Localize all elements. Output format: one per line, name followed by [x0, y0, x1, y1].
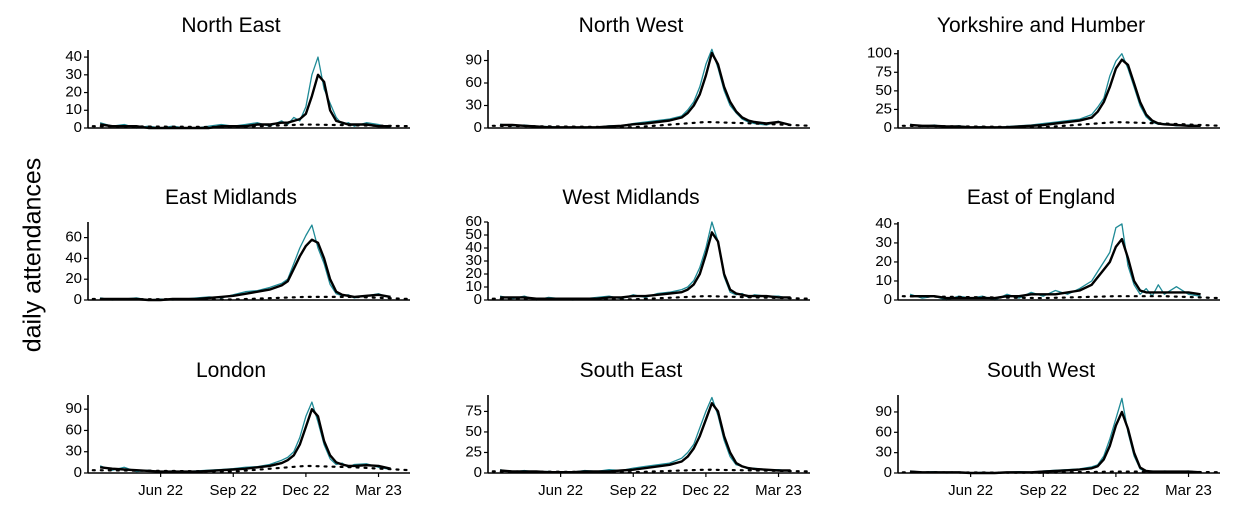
y-tick-label: 0 — [74, 464, 82, 481]
y-tick-label: 30 — [875, 444, 892, 461]
series-line — [499, 396, 791, 474]
panel-title: Yorkshire and Humber — [937, 14, 1145, 37]
series-line — [500, 231, 791, 300]
y-tick-label: 30 — [875, 234, 892, 251]
y-tick-label: 40 — [65, 48, 82, 65]
series-line — [500, 402, 791, 474]
series-line — [499, 221, 791, 301]
y-tick-label: 40 — [465, 239, 482, 256]
series-line — [91, 464, 412, 473]
series-line — [100, 238, 391, 302]
series-line — [901, 295, 1222, 300]
y-tick-label: 0 — [474, 119, 482, 136]
series-line — [491, 468, 812, 474]
x-tick-label: Dec 22 — [282, 482, 330, 499]
series-line — [901, 121, 1222, 129]
y-tick-label: 0 — [74, 291, 82, 308]
x-tick-label: Sep 22 — [609, 482, 657, 499]
x-tick-label: Dec 22 — [682, 482, 730, 499]
series-line — [99, 408, 391, 473]
y-tick-label: 0 — [474, 291, 482, 308]
y-tick-label: 75 — [875, 63, 892, 80]
y-tick-label: 0 — [474, 464, 482, 481]
series-line — [500, 48, 791, 129]
panel-title: East Midlands — [165, 186, 297, 209]
y-tick-label: 100 — [867, 45, 892, 62]
x-tick-label: Mar 23 — [355, 482, 402, 499]
y-tick-label: 60 — [465, 213, 482, 230]
y-axis-label: daily attendances — [19, 158, 47, 353]
y-tick-label: 90 — [875, 403, 892, 420]
x-tick-label: Sep 22 — [209, 482, 257, 499]
y-tick-label: 50 — [465, 423, 482, 440]
x-tick-label: Jun 22 — [948, 482, 993, 499]
series-line — [99, 224, 391, 301]
x-tick-label: Jun 22 — [138, 482, 183, 499]
panel-title: East of England — [967, 186, 1115, 209]
series-line — [910, 410, 1201, 475]
x-tick-label: Dec 22 — [1092, 482, 1140, 499]
y-tick-label: 20 — [875, 253, 892, 270]
panel-title: West Midlands — [562, 186, 699, 209]
y-tick-label: 50 — [875, 82, 892, 99]
y-tick-label: 60 — [465, 74, 482, 91]
y-tick-label: 75 — [465, 402, 482, 419]
y-tick-label: 30 — [465, 96, 482, 113]
panel-title: North West — [579, 14, 684, 37]
y-tick-label: 0 — [74, 119, 82, 136]
y-tick-label: 20 — [65, 84, 82, 101]
y-tick-label: 50 — [465, 226, 482, 243]
y-tick-label: 60 — [875, 423, 892, 440]
series-line — [909, 223, 1201, 301]
y-tick-label: 90 — [465, 51, 482, 68]
series-line — [500, 51, 791, 129]
y-tick-label: 40 — [875, 215, 892, 232]
x-tick-label: Sep 22 — [1019, 482, 1067, 499]
series-line — [491, 120, 812, 129]
y-tick-label: 60 — [65, 229, 82, 246]
series-line — [910, 397, 1201, 474]
y-tick-label: 0 — [884, 464, 892, 481]
y-tick-label: 0 — [884, 291, 892, 308]
y-tick-label: 30 — [65, 443, 82, 460]
panel-title: North East — [181, 14, 280, 37]
series-line — [910, 237, 1201, 300]
series-line — [99, 401, 391, 473]
y-tick-label: 10 — [65, 101, 82, 118]
x-tick-label: Mar 23 — [1165, 482, 1212, 499]
x-tick-label: Jun 22 — [538, 482, 583, 499]
y-tick-label: 40 — [65, 249, 82, 266]
y-tick-label: 30 — [65, 66, 82, 83]
panel-title: South West — [987, 359, 1095, 382]
y-tick-label: 10 — [875, 272, 892, 289]
series-line — [910, 58, 1201, 129]
x-tick-label: Mar 23 — [755, 482, 802, 499]
series-line — [91, 123, 412, 129]
panel-title: London — [196, 359, 266, 382]
y-tick-label: 90 — [65, 400, 82, 417]
y-tick-label: 30 — [465, 252, 482, 269]
series-line — [901, 470, 1222, 474]
y-tick-label: 20 — [65, 270, 82, 287]
series-line — [909, 53, 1201, 129]
series-line — [491, 295, 812, 301]
series-line — [99, 56, 391, 129]
panel-title: South East — [580, 359, 683, 382]
y-tick-label: 25 — [465, 443, 482, 460]
y-tick-label: 25 — [875, 100, 892, 117]
y-tick-label: 20 — [465, 265, 482, 282]
y-tick-label: 0 — [884, 119, 892, 136]
series-line — [91, 295, 412, 301]
y-tick-label: 60 — [65, 421, 82, 438]
y-tick-label: 10 — [465, 278, 482, 295]
series-line — [99, 73, 391, 130]
